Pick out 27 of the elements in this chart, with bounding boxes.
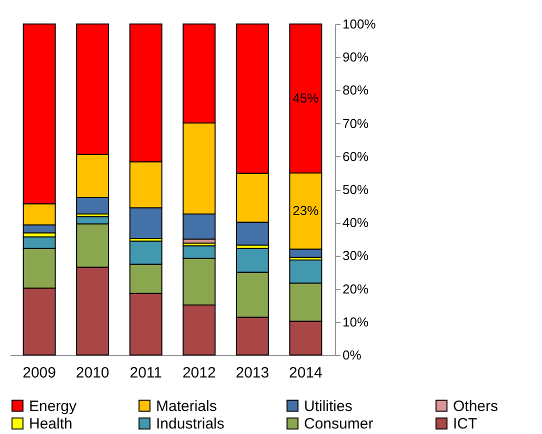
- legend-label: Others: [453, 398, 498, 415]
- y-tick-label: 90%: [342, 50, 369, 65]
- x-tick-label: 2014: [289, 364, 322, 382]
- legend-label: Industrials: [156, 416, 224, 432]
- y-tick-label: 0%: [342, 348, 362, 362]
- y-tick-label: 10%: [342, 314, 369, 330]
- y-tick-label: 70%: [342, 116, 369, 131]
- y-tick-label: 50%: [342, 182, 369, 197]
- data-label: 45%: [292, 90, 320, 106]
- y-tick-label: 100%: [342, 16, 376, 32]
- legend-label: Materials: [156, 398, 217, 415]
- y-tick-label: 30%: [342, 248, 369, 264]
- y-tick-label: 80%: [342, 82, 369, 98]
- legend-label: Energy: [29, 398, 78, 415]
- x-tick-label: 2013: [236, 364, 270, 382]
- x-tick-label: 2011: [130, 364, 162, 382]
- data-label: 23%: [292, 203, 320, 218]
- y-tick-label: 60%: [342, 148, 369, 164]
- legend-label: Health: [29, 416, 72, 432]
- y-tick-label: 20%: [342, 281, 369, 296]
- legend-label: Consumer: [304, 416, 374, 432]
- legend-label: Utilities: [304, 398, 352, 415]
- y-tick-label: 40%: [342, 215, 369, 230]
- x-tick-label: 2012: [182, 364, 216, 382]
- x-tick-label: 2009: [22, 364, 56, 382]
- x-tick-label: 2010: [76, 364, 110, 382]
- legend-label: ICT: [453, 416, 478, 432]
